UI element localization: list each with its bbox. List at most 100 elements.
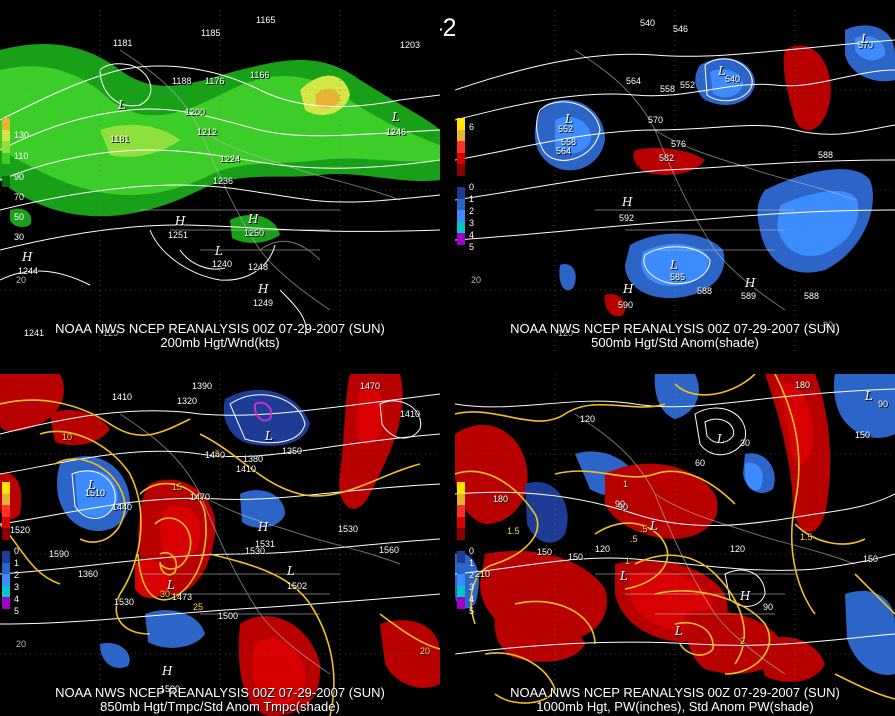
map-850mb xyxy=(0,374,440,716)
contour-label: 150 xyxy=(568,552,584,562)
contour-label: 1251 xyxy=(168,230,189,240)
contour-label: 120 xyxy=(580,414,596,424)
panel-1000mb: 0 1 2 3 4 5 180 150 120 90 60 30 1.5 1 2… xyxy=(455,374,895,716)
precipitable-water-label: 2 xyxy=(740,636,746,646)
contour-label: 1470 xyxy=(360,381,381,391)
colorbar-label: 90 xyxy=(14,172,25,182)
contour-label: 1360 xyxy=(78,569,99,579)
contour-label: 1590 xyxy=(49,549,70,559)
high-pressure-symbol: H xyxy=(175,214,186,228)
contour-label: 588 xyxy=(804,291,820,301)
low-pressure-symbol: L xyxy=(717,432,725,446)
contour-label: 1560 xyxy=(379,545,400,555)
high-pressure-symbol: H xyxy=(623,282,634,296)
contour-label: 1246 xyxy=(386,127,407,137)
contour-label: 1530 xyxy=(338,524,359,534)
colorbar-label: 0 xyxy=(469,182,475,192)
colorbar-200mb xyxy=(2,118,10,187)
colorbar-label: 4 xyxy=(14,594,20,604)
high-pressure-symbol: H xyxy=(22,250,33,264)
contour-label: 180 xyxy=(795,380,811,390)
contour-label: 1224 xyxy=(220,154,241,164)
colorbar-label: 110 xyxy=(14,151,29,161)
contour-label: 1240 xyxy=(212,259,233,269)
temperature-label: 20 xyxy=(420,646,431,656)
contour-label: 1440 xyxy=(112,502,133,512)
low-pressure-symbol: L xyxy=(675,624,683,638)
contour-label: 90 xyxy=(618,502,629,512)
axis-label: 20 xyxy=(16,639,27,649)
colorbar-label: 5 xyxy=(469,242,475,252)
colorbar-label: 6 xyxy=(469,122,475,132)
contour-label: 588 xyxy=(697,286,713,296)
colorbar-label: 1 xyxy=(469,558,475,568)
panel-subtitle: 200mb Hgt/Wnd(kts) xyxy=(160,335,280,350)
contour-label: 558 xyxy=(660,84,676,94)
panel-caption: NOAA NWS NCEP REANALYSIS 00Z 07-29-2007 … xyxy=(55,685,385,700)
contour-label: 90 xyxy=(878,399,889,409)
colorbar-label: 5 xyxy=(469,606,475,616)
panel-200mb: 130 110 90 70 50 30 1188 1176 1200 1212 … xyxy=(0,10,440,352)
colorbar-label: 1 xyxy=(469,194,475,204)
contour-label: 540 xyxy=(640,18,656,28)
contour-label: 1410 xyxy=(112,392,133,402)
low-pressure-symbol: L xyxy=(287,564,295,578)
contour-label: 150 xyxy=(537,547,553,557)
contour-label: 1181 xyxy=(110,134,130,144)
colorbar-850mb xyxy=(2,482,10,609)
panel-850mb: 0 1 2 3 4 5 1350 1380 1440 1410 1470 153… xyxy=(0,374,440,716)
panel-caption: NOAA NWS NCEP REANALYSIS 00Z 07-29-2007 … xyxy=(55,321,385,336)
contour-label: 564 xyxy=(626,76,642,86)
precipitable-water-label: 1.5 xyxy=(800,532,813,542)
contour-label: 589 xyxy=(741,291,757,301)
temperature-label: 30 xyxy=(160,589,171,599)
temperature-label: 15 xyxy=(172,482,183,492)
contour-label: 1350 xyxy=(282,446,303,456)
temperature-label: 25 xyxy=(193,602,204,612)
contour-label: 592 xyxy=(619,213,635,223)
low-pressure-symbol: L xyxy=(620,569,628,583)
contour-label: 570 xyxy=(648,115,664,125)
contour-label: 570 xyxy=(858,40,874,50)
axis-label: -120 xyxy=(555,328,574,338)
contour-label: 576 xyxy=(671,139,687,149)
temperature-label: 10 xyxy=(62,432,73,442)
colorbar-label: 50 xyxy=(14,212,25,222)
low-pressure-symbol: L xyxy=(265,429,273,443)
contour-label: 1531 xyxy=(255,539,276,549)
panel-500mb: 6 0 1 2 3 4 5 540 546 564 558 552 540 57… xyxy=(455,10,895,352)
contour-label: 585 xyxy=(670,272,686,282)
panel-subtitle: 500mb Hgt/Std Anom(shade) xyxy=(591,335,759,350)
contour-label: 1166 xyxy=(250,70,270,80)
contour-label: 1176 xyxy=(205,76,225,86)
colorbar-label: 70 xyxy=(14,192,25,202)
colorbar-1000mb xyxy=(457,482,465,609)
panel-subtitle: 850mb Hgt/Tmpc/Std Anom Tmpc(shade) xyxy=(100,699,340,714)
colorbar-label: 3 xyxy=(469,582,475,592)
contour-label: 1200 xyxy=(185,107,206,117)
contour-label: 558 xyxy=(561,137,577,147)
low-pressure-symbol: L xyxy=(118,98,126,112)
low-pressure-symbol: L xyxy=(392,110,400,124)
contour-label: 30 xyxy=(740,438,751,448)
contour-label: 1473 xyxy=(172,592,193,602)
contour-label: 150 xyxy=(863,554,879,564)
high-pressure-symbol: H xyxy=(745,276,756,290)
contour-label: 1440 xyxy=(205,450,226,460)
panel-caption: NOAA NWS NCEP REANALYSIS 00Z 07-29-2007 … xyxy=(510,685,840,700)
precipitable-water-label: 1 xyxy=(625,556,631,566)
high-pressure-symbol: H xyxy=(258,282,269,296)
contour-label: 90 xyxy=(763,602,774,612)
contour-label: 1410 xyxy=(236,464,257,474)
low-pressure-symbol: L xyxy=(88,478,96,492)
contour-label: 1520 xyxy=(10,525,31,535)
contour-label: 1212 xyxy=(197,127,218,137)
axis-label: 20 xyxy=(16,275,27,285)
high-pressure-symbol: H xyxy=(622,195,633,209)
precipitable-water-label: 1 xyxy=(623,479,629,489)
contour-label: 1380 xyxy=(243,454,264,464)
colorbar-label: 1 xyxy=(14,558,20,568)
colorbar-label: 3 xyxy=(469,218,475,228)
low-pressure-symbol: L xyxy=(861,32,869,46)
high-pressure-symbol: H xyxy=(258,520,269,534)
